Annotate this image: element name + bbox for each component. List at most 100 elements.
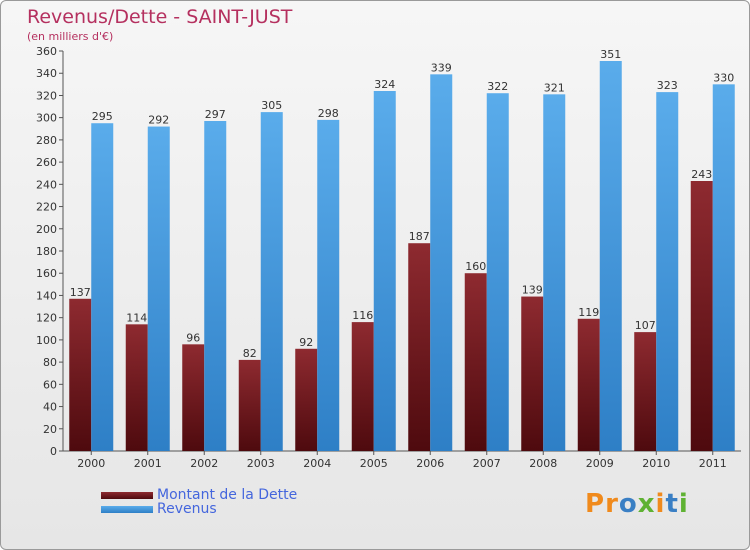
logo-letter: i [678,489,689,519]
data-label: 107 [635,319,656,332]
data-label: 139 [522,284,543,297]
data-label: 82 [243,347,257,360]
bar-dette [182,344,205,451]
bar-dette [69,298,92,451]
bar-revenus [656,92,679,451]
x-tick-label: 2009 [586,457,614,470]
x-tick-label: 2004 [303,457,331,470]
y-tick-label: 0 [50,445,57,458]
data-label: 339 [431,61,452,74]
legend-item-dette: Montant de la Dette [101,487,298,503]
legend-label-revenus: Revenus [157,501,217,517]
y-tick-label: 220 [36,201,57,214]
bar-dette [577,318,600,451]
y-tick-label: 160 [36,267,57,280]
chart-subtitle: (en milliers d'€) [27,30,114,43]
chart-title: Revenus/Dette - SAINT-JUST [27,6,293,28]
legend-swatch-revenus [101,505,153,513]
bar-dette [464,273,487,451]
bar-revenus [204,121,227,451]
axes: 0 20 40 60 80 100 120 140 160 180 200 220 240 260 280 3… [36,45,741,470]
y-tick-label: 20 [43,423,57,436]
data-label: 243 [691,168,712,181]
data-label: 295 [92,110,113,123]
bar-dette [634,332,657,451]
x-tick-label: 2007 [473,457,501,470]
y-tick-label: 120 [36,312,57,325]
bar-dette [521,296,544,451]
data-label: 321 [544,81,565,94]
proxiti-logo[interactable]: Proxiti [585,489,689,519]
legend-swatch-dette [101,491,153,499]
data-labels: 137 114 96 82 92 116 187 160 139 119 107 243 295 292 2… [70,48,735,360]
data-label: 292 [148,114,169,127]
bar-revenus [712,84,735,451]
bars [69,61,735,452]
x-tick-label: 2006 [416,457,444,470]
x-tick-label: 2008 [529,457,557,470]
x-tick-label: 2011 [699,457,727,470]
y-tick-label: 200 [36,223,57,236]
data-label: 137 [70,286,91,299]
data-label: 96 [186,331,200,344]
data-label: 119 [578,306,599,319]
data-label: 322 [487,80,508,93]
x-tick-label: 2001 [134,457,162,470]
data-label: 305 [261,99,282,112]
bar-dette [408,243,431,451]
bar-dette [238,359,261,451]
x-tick-label: 2002 [190,457,218,470]
bar-revenus [430,74,453,451]
x-tick-label: 2000 [77,457,105,470]
logo-letter: P [585,489,606,519]
y-tick-label: 260 [36,156,57,169]
bar-dette [351,322,374,451]
y-tick-label: 60 [43,378,57,391]
bar-revenus [373,91,396,451]
data-label: 351 [600,48,621,61]
data-label: 323 [657,79,678,92]
y-tick-label: 100 [36,334,57,347]
bar-dette [125,324,148,451]
y-tick-label: 240 [36,178,57,191]
y-tick-label: 300 [36,112,57,125]
data-label: 116 [352,309,373,322]
logo-letter: i [655,489,666,519]
y-tick-label: 360 [36,45,57,58]
y-tick-label: 180 [36,245,57,258]
legend-item-revenus: Revenus [101,501,217,517]
x-tick-label: 2010 [642,457,670,470]
data-label: 298 [318,107,339,120]
data-label: 330 [713,71,734,84]
x-tick-label: 2003 [247,457,275,470]
bar-revenus [486,93,509,451]
y-tick-label: 140 [36,289,57,302]
bar-revenus [147,126,170,452]
logo-letter: x [637,489,656,519]
data-label: 324 [374,78,395,91]
y-tick-label: 80 [43,356,57,369]
data-label: 297 [205,108,226,121]
y-tick-label: 280 [36,134,57,147]
bar-dette [690,181,713,451]
y-tick-label: 320 [36,89,57,102]
bar-revenus [91,123,114,451]
logo-letter: r [605,489,619,519]
logo-letter: o [618,489,638,519]
bar-revenus [543,94,566,451]
bar-revenus [260,112,283,451]
data-label: 160 [465,260,486,273]
data-label: 187 [409,230,430,243]
x-tick-label: 2005 [360,457,388,470]
data-label: 114 [126,311,147,324]
y-tick-label: 40 [43,401,57,414]
data-label: 92 [299,336,313,349]
y-tick-label: 340 [36,67,57,80]
logo-letter: t [665,489,679,519]
bar-revenus [317,119,340,451]
bar-revenus [599,61,622,451]
legend-label-dette: Montant de la Dette [157,487,298,503]
bar-dette [295,348,318,451]
